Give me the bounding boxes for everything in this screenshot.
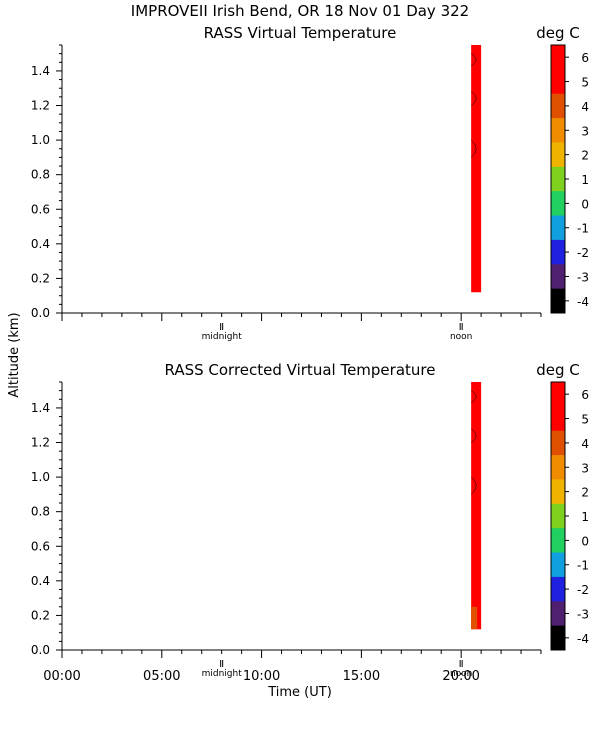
colorbar-tick-label: -2 xyxy=(577,246,589,260)
colorbar-tick-label: 6 xyxy=(581,51,589,65)
colorbar-tick-label: -3 xyxy=(577,607,589,621)
colorbar-swatch xyxy=(551,45,565,70)
colorbar-tick-label: 2 xyxy=(581,486,589,500)
y-tick-label: 0.6 xyxy=(31,539,50,553)
colorbar-swatch xyxy=(551,118,565,143)
contour-line xyxy=(470,139,477,158)
x-tick-label: 05:00 xyxy=(143,669,180,684)
colorbar-tick-label: -1 xyxy=(577,222,589,236)
colorbar-swatch xyxy=(551,455,565,480)
figure-title: IMPROVEII Irish Bend, OR 18 Nov 01 Day 3… xyxy=(131,2,469,20)
colorbar-tick-label: -4 xyxy=(577,632,589,646)
contour-line xyxy=(471,390,477,403)
colorbar-tick-label: 2 xyxy=(581,149,589,163)
colorbar-tick-label: 3 xyxy=(581,461,589,475)
colorbar-tick-label: -2 xyxy=(577,583,589,597)
colorbar-tick-label: -4 xyxy=(577,295,589,309)
panel-title: RASS Virtual Temperature xyxy=(204,24,397,42)
colorbar-tick-label: 1 xyxy=(581,173,589,187)
colorbar-swatch xyxy=(551,479,565,505)
panel-rass-virtual-temperature: RASS Virtual Temperature deg C 0.0 0.2 0.4… xyxy=(31,24,589,342)
x-tick-label: 15:00 xyxy=(343,669,380,684)
colorbar-tick-label: -3 xyxy=(577,270,589,284)
colorbar-tick-label: 1 xyxy=(581,510,589,524)
colorbar-swatch xyxy=(551,215,565,241)
marker-label: midnight xyxy=(202,669,243,679)
colorbar-unit: deg C xyxy=(536,24,580,42)
colorbar-swatch xyxy=(551,406,565,432)
y-tick-label: 1.0 xyxy=(31,133,50,147)
colorbar-tick-label: 3 xyxy=(581,124,589,138)
data-column xyxy=(471,382,482,630)
y-tick-label: 1.2 xyxy=(31,436,50,450)
colorbar-tick-label: 6 xyxy=(581,388,589,402)
y-tick-label: 0.2 xyxy=(31,608,50,622)
y-tick-label: 0.4 xyxy=(31,574,50,588)
colorbar-swatch xyxy=(551,625,565,651)
y-tick-label: 0.2 xyxy=(31,271,50,285)
x-axis-label: Time (UT) xyxy=(267,685,332,700)
colorbar-swatch xyxy=(551,503,565,529)
colorbar-swatch xyxy=(551,576,565,602)
y-axis-label: Altitude (km) xyxy=(7,312,22,397)
colorbar-swatch xyxy=(551,382,565,407)
colorbar-swatch xyxy=(551,430,565,456)
colorbar-swatch xyxy=(551,166,565,192)
x-tick-label: 20:00 xyxy=(442,669,479,684)
marker-label: noon xyxy=(450,332,472,342)
y-tick-label: 0.4 xyxy=(31,237,50,251)
y-tick-label: 1.4 xyxy=(31,401,50,415)
contour-line xyxy=(470,476,477,495)
colorbar-swatch xyxy=(551,93,565,119)
y-tick-label: 1.0 xyxy=(31,470,50,484)
colorbar-swatch xyxy=(551,552,565,578)
colorbar-swatch xyxy=(551,264,565,290)
contour-line xyxy=(471,91,477,106)
colorbar-swatch xyxy=(551,528,565,554)
y-tick-label: 0.0 xyxy=(31,643,50,657)
colorbar-tick-label: 0 xyxy=(581,197,589,211)
x-tick-label: 10:00 xyxy=(243,669,280,684)
contour-line xyxy=(471,428,477,443)
colorbar-swatch xyxy=(551,142,565,168)
colorbar-tick-label: 5 xyxy=(581,76,589,90)
colorbar-tick-label: 4 xyxy=(581,437,589,451)
marker-label: noon xyxy=(450,669,472,679)
x-tick-label: 00:00 xyxy=(43,669,80,684)
colorbar-tick-label: -1 xyxy=(577,559,589,573)
y-tick-label: 0.8 xyxy=(31,168,50,182)
colorbar-swatch xyxy=(551,288,565,314)
y-tick-label: 0.8 xyxy=(31,505,50,519)
panel-rass-corrected-virtual-temperature: RASS Corrected Virtual Temperature deg C… xyxy=(31,361,589,700)
y-tick-label: 0.0 xyxy=(31,306,50,320)
colorbar-swatch xyxy=(551,239,565,265)
data-patch xyxy=(471,606,478,630)
colorbar-swatch xyxy=(551,601,565,627)
contour-line xyxy=(471,53,477,66)
data-column xyxy=(471,45,482,293)
y-tick-label: 1.2 xyxy=(31,99,50,113)
colorbar-unit: deg C xyxy=(536,361,580,379)
panel-title: RASS Corrected Virtual Temperature xyxy=(165,361,436,379)
colorbar-tick-label: 5 xyxy=(581,413,589,427)
marker-label: midnight xyxy=(202,332,243,342)
y-tick-label: 1.4 xyxy=(31,64,50,78)
colorbar-tick-label: 4 xyxy=(581,100,589,114)
colorbar-swatch xyxy=(551,69,565,95)
colorbar-tick-label: 0 xyxy=(581,534,589,548)
colorbar-swatch xyxy=(551,191,565,217)
y-tick-label: 0.6 xyxy=(31,202,50,216)
